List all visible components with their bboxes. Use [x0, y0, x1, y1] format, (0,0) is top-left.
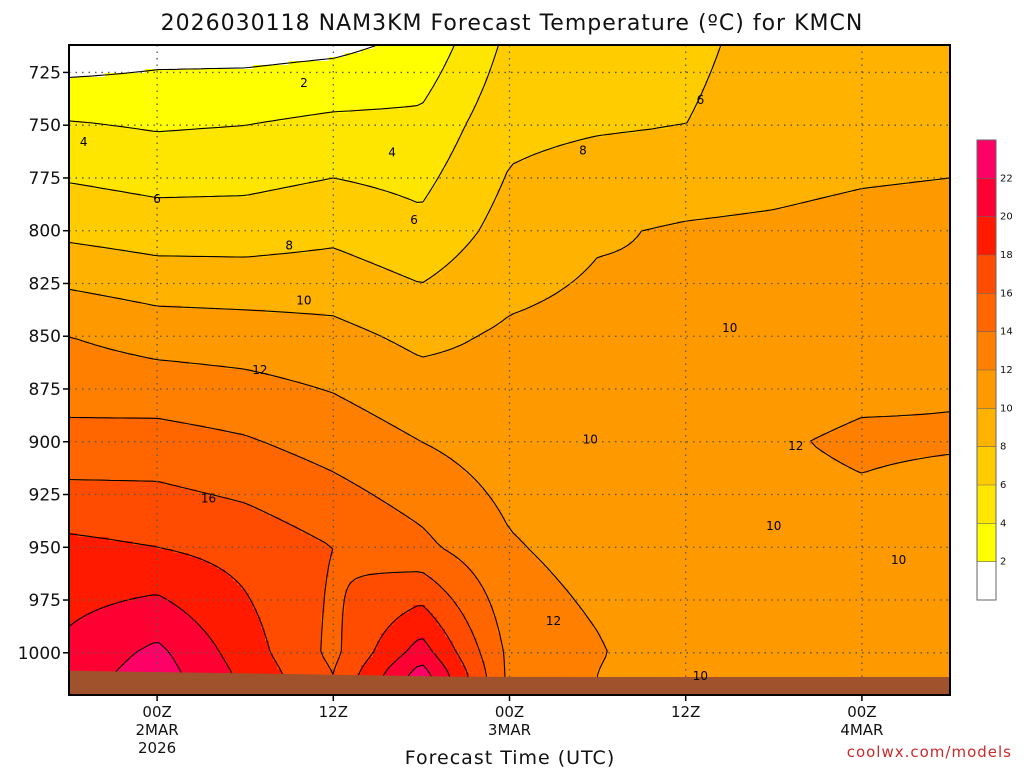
- colorbar-segment: [977, 562, 996, 600]
- y-tick-label: 1000: [18, 644, 61, 664]
- colorbar-legend: 2 4 6 8 10 12 14 16 18 20 22: [977, 140, 1013, 600]
- contour-label: 10: [722, 321, 737, 335]
- chart-title: 2026030118 NAM3KM Forecast Temperature (…: [161, 11, 864, 36]
- colorbar-segment: [977, 523, 996, 561]
- x-tick-label: 12Z: [319, 703, 348, 721]
- colorbar-segment: [977, 255, 996, 293]
- y-tick-label: 800: [29, 222, 61, 242]
- colorbar-label: 6: [1000, 480, 1006, 491]
- credit-text: coolwx.com/models: [847, 743, 1012, 761]
- contour-label: 6: [697, 93, 705, 107]
- contour-label: 8: [579, 144, 587, 158]
- y-tick-label: 950: [29, 538, 61, 558]
- contour-label: 12: [546, 614, 561, 628]
- colorbar-segment: [977, 408, 996, 446]
- colorbar-segment: [977, 447, 996, 485]
- y-tick-label: 725: [29, 63, 61, 83]
- contour-label: 12: [788, 439, 803, 453]
- colorbar-label: 2: [1000, 557, 1006, 568]
- y-tick-label: 975: [29, 591, 61, 611]
- x-tick-label: 00Z: [142, 703, 171, 721]
- contour-label: 6: [153, 192, 161, 206]
- colorbar-label: 20: [1000, 212, 1013, 223]
- colorbar-label: 4: [1000, 518, 1006, 529]
- contour-label: 10: [693, 669, 708, 683]
- colorbar-segment: [977, 217, 996, 255]
- colorbar-label: 16: [1000, 288, 1013, 299]
- y-tick-label: 825: [29, 274, 61, 294]
- colorbar-segment: [977, 485, 996, 523]
- contour-label: 4: [80, 135, 88, 149]
- x-tick-label: 00Z: [847, 703, 876, 721]
- colorbar-segment: [977, 370, 996, 408]
- colorbar-label: 14: [1000, 327, 1013, 338]
- contour-label: 6: [410, 213, 418, 227]
- contour-label: 10: [583, 433, 598, 447]
- x-tick-label: 12Z: [671, 703, 700, 721]
- x-tick-label: 00Z: [495, 703, 524, 721]
- y-tick-label: 850: [29, 327, 61, 347]
- x-tick-label: 4MAR: [840, 721, 883, 739]
- y-tick-label: 750: [29, 116, 61, 136]
- x-tick-label: 2026: [138, 739, 176, 757]
- contour-label: 10: [766, 519, 781, 533]
- y-tick-label: 900: [29, 433, 61, 453]
- colorbar-label: 18: [1000, 250, 1013, 261]
- contour-label: 4: [388, 146, 396, 160]
- contour-label: 2: [300, 76, 308, 90]
- y-tick-label: 875: [29, 380, 61, 400]
- x-tick-label: 3MAR: [488, 721, 531, 739]
- plot-area: [69, 45, 953, 699]
- y-tick-label: 925: [29, 486, 61, 506]
- colorbar-segment: [977, 293, 996, 331]
- colorbar-segment: [977, 178, 996, 216]
- contour-label: 10: [296, 293, 311, 307]
- y-tick-label: 775: [29, 169, 61, 189]
- y-axis: 725 750 775 800 825 850 875 900 925 950 975 1000: [18, 63, 69, 663]
- colorbar-label: 10: [1000, 403, 1013, 414]
- contour-label: 12: [252, 363, 267, 377]
- contour-label: 8: [285, 238, 293, 252]
- x-axis-label: Forecast Time (UTC): [405, 747, 615, 768]
- colorbar-label: 8: [1000, 442, 1006, 453]
- colorbar-segment: [977, 332, 996, 370]
- colorbar-label: 12: [1000, 365, 1013, 376]
- x-tick-label: 2MAR: [136, 721, 179, 739]
- contour-label: 16: [201, 492, 216, 506]
- contour-label: 10: [891, 553, 906, 567]
- colorbar-segment: [977, 140, 996, 178]
- colorbar-label: 22: [1000, 173, 1013, 184]
